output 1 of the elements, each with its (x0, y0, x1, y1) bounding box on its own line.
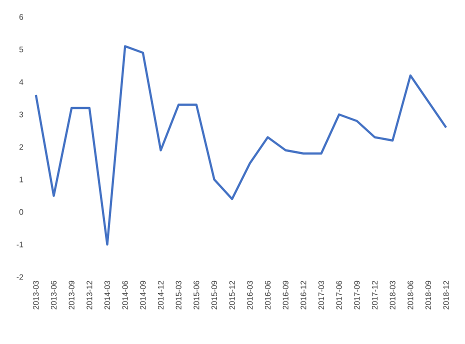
line-series (34, 45, 448, 246)
